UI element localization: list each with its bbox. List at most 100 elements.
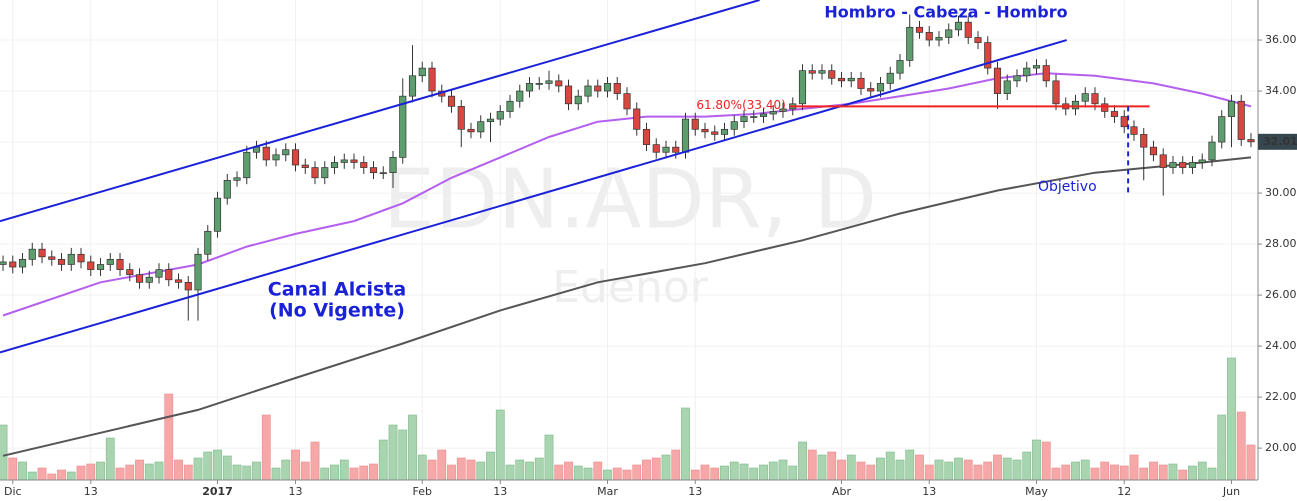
candle-body [935,37,943,41]
volume-bar [1002,457,1012,481]
candle-body [993,67,1002,94]
volume-bar [252,461,261,481]
candle-body [1013,75,1021,82]
candle-body [1169,162,1177,168]
candle-body [652,144,660,153]
volume-bar [739,463,749,481]
candle-body [116,259,124,270]
volume-bar [837,459,846,481]
volume-bar [632,464,642,481]
volume-bar [0,424,8,481]
volume-bar [261,414,271,481]
candle-body [925,32,933,41]
volume-bar [729,461,739,481]
candle-body [711,131,719,135]
candle-body [886,72,894,84]
candle-body [808,70,816,74]
volume-bar [1022,451,1032,481]
x-tick-label: Abr [832,485,852,498]
candle-body [272,154,280,161]
volume-bar [1207,467,1217,481]
candle-body [1023,67,1031,77]
volume-bar [1041,441,1051,481]
candle-body [1032,65,1041,69]
volume-bar [8,457,18,481]
volume-bar [759,464,768,481]
volume-bar [447,464,456,481]
volume-bar [651,457,661,481]
candle-body [194,253,202,291]
candle-body [311,167,319,179]
x-tick-label: Feb [413,485,432,498]
volume-bar [183,464,193,481]
volume-bar [876,457,885,481]
volume-bar [544,434,554,481]
candle-body [769,111,777,115]
x-tick-label: 13 [493,485,507,498]
volume-bar [408,414,417,481]
candle-body [369,167,378,174]
volume-bar [495,409,505,481]
candle-body [691,118,699,130]
volume-bar [1178,469,1188,481]
candle-body [564,85,573,105]
candle-body [662,146,670,153]
candle-body [223,179,231,199]
volume-bar [1032,439,1041,481]
candle-body [174,279,183,283]
volume-bar [1012,459,1022,481]
candle-body [945,29,953,38]
volume-bar [1188,465,1197,481]
volume-bar [1090,467,1100,481]
candle-body [106,259,114,265]
volume-bar [213,449,222,481]
volume-bar [895,459,905,481]
volume-bar [1158,464,1168,481]
volume-bar [281,459,291,481]
watermark-subtitle: Edenor [552,262,709,313]
candle-body [506,100,514,112]
volume-bar [671,449,681,481]
candle-body [1140,134,1148,148]
candle-body [428,67,436,92]
candle-body [1198,159,1206,163]
candle-body [837,77,846,82]
y-tick-label: 24.00 [1265,339,1297,352]
candle-body [847,77,855,82]
candle-body [906,26,914,61]
candle-body [1237,100,1245,140]
annotation: (No Vigente) [269,300,405,322]
volume-bar [554,464,564,481]
candle-body [681,118,690,153]
candle-body [584,85,592,97]
volume-bar [135,459,144,481]
y-tick-label: 28.00 [1265,237,1297,250]
volume-bar [905,449,915,481]
volume-bar [232,464,242,481]
volume-bar [1139,467,1149,481]
candle-body [96,264,105,270]
candle-body [447,95,456,107]
candle-body [165,269,173,281]
volume-bar [515,459,525,481]
candle-body [408,75,417,97]
candle-body [594,85,602,92]
volume-bar [924,464,934,481]
candle-body [184,281,192,291]
trend-line [0,0,760,223]
candle-body [1081,93,1089,102]
candle-body [77,253,85,263]
volume-bar [983,461,993,481]
candle-body [974,37,982,43]
x-tick-label: 13 [84,485,98,498]
volume-bar [993,454,1002,481]
volume-bar [466,459,476,481]
x-tick-label: 13 [289,485,303,498]
candle-body [1101,103,1109,112]
candle-body [213,197,222,232]
volume-bar [827,451,837,481]
volume-bar [885,451,895,481]
candle-body [828,70,836,79]
volume-bar [954,457,963,481]
moving-average [2,156,1252,457]
